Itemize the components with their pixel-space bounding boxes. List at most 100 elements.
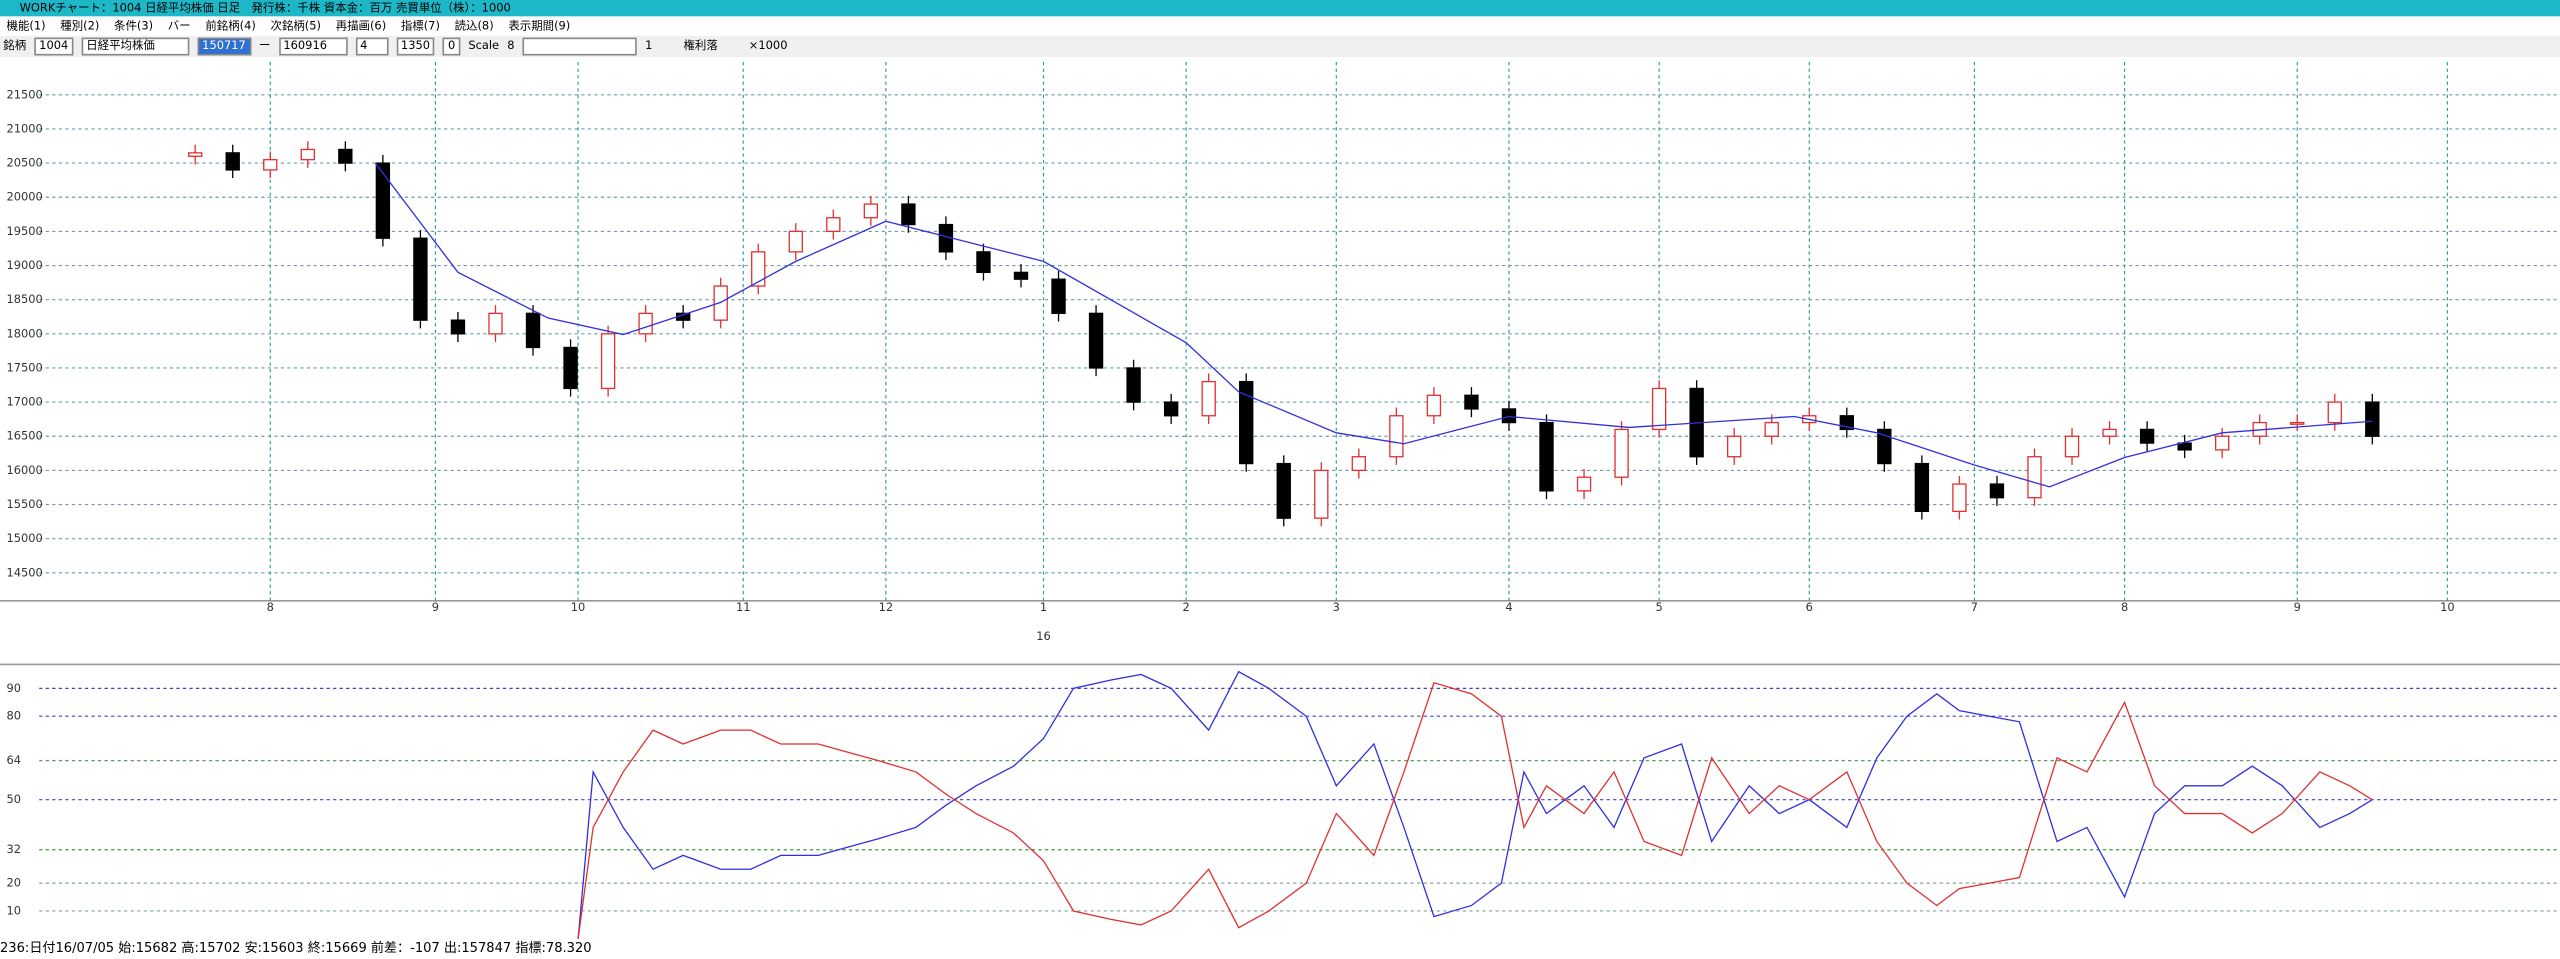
x-tick-label: 6 [1806,600,1813,614]
y-tick-label: 17500 [7,360,43,374]
candle-body [1314,469,1329,519]
x-tick-label: 1 [1040,600,1047,614]
y-tick-label: 50 [7,792,22,806]
candle-body [713,285,728,321]
indicator-line [577,681,2373,939]
x-tick-label: 7 [1971,600,1978,614]
label: 銘柄 [3,39,27,53]
candle-body [300,148,315,161]
scale-checkbox[interactable]: Scale [468,39,500,53]
field[interactable]: 0 [443,37,461,56]
y-tick-label: 15000 [7,531,43,545]
candle-body [1201,380,1216,417]
candle-body [2139,428,2155,444]
x-tick-label: 12 [879,600,894,614]
candle-body [1351,456,1367,472]
x-tick-label: 4 [1505,600,1512,614]
y-tick-label: 64 [7,753,22,767]
x-tick-label: 11 [736,600,751,614]
y-tick-label: 32 [7,842,22,856]
candle-body [1126,367,1141,403]
field[interactable]: 8 [507,39,515,53]
candle-body [1276,462,1291,519]
candle-body [1727,435,1742,458]
y-tick-label: 21000 [7,121,43,135]
menu-item[interactable]: 機能(1) [6,19,46,33]
x-tick-label: 9 [432,600,439,614]
x-tick-label: 9 [2294,600,2301,614]
candle-body [863,203,879,219]
candle-body [188,152,203,157]
y-tick-label: 21500 [7,87,43,101]
candle-body [2290,421,2305,425]
candle-body [2327,401,2342,424]
y-tick-label: 16000 [7,463,43,477]
menu-item[interactable]: 前銘柄(4) [205,19,256,33]
menu-item[interactable]: 指標(7) [400,19,440,33]
rights-checkbox[interactable]: 権利落 [683,39,718,53]
field[interactable]: 4 [355,37,388,56]
candle-body [826,217,841,233]
candle-body [788,230,803,253]
to-field[interactable]: 160916 [278,37,348,56]
candle-body [600,333,616,390]
y-tick-label: 19500 [7,224,43,238]
y-tick-label: 20500 [7,156,43,170]
candle-body [338,148,353,164]
candle-body [2064,435,2080,458]
candle-body [488,312,503,335]
menu-item[interactable]: 読込(8) [454,19,494,33]
y-tick-label: 20 [7,876,22,890]
candle-body [1614,428,1629,478]
y-tick-label: 20000 [7,190,43,204]
menu-item[interactable]: 種別(2) [60,19,100,33]
candle-body [1464,394,1479,410]
y-tick-label: 14500 [7,565,43,579]
name-field[interactable]: 日経平均株価 [81,37,190,56]
candle-body [901,203,916,226]
title-bar: WORKチャート：1004 日経平均株価 日足 発行株：千株 資本金：百万 売買… [0,0,2560,17]
candle-body [1051,278,1066,314]
y-tick-label: 17000 [7,395,43,409]
candle-body [563,346,578,390]
x-tick-label: 10 [571,600,586,614]
x-tick-label: 3 [1333,600,1340,614]
candle-body [225,152,240,171]
scrollbar[interactable] [522,37,638,56]
candle-body [1764,421,1779,437]
candle-body [1088,312,1104,369]
candle-body [751,251,766,287]
field: 1 [645,39,653,53]
code-field[interactable]: 1004 [34,37,74,56]
candle-body [1239,380,1254,465]
status-bar: 236:日付16/07/05 始:15682 高:15702 安:15603 終… [0,940,592,956]
y-tick-label: 18500 [7,292,43,306]
candle-body [2027,456,2042,499]
candle-body [976,251,991,274]
candle-body [263,159,278,171]
x1000-checkbox[interactable]: ×1000 [748,39,788,53]
menu-item[interactable]: 次銘柄(5) [270,19,321,33]
candle-body [638,312,653,335]
menu-item[interactable]: 再描画(6) [335,19,387,33]
y-tick-label: 19000 [7,258,43,272]
from-field[interactable]: 150717 [197,37,251,56]
menu-item[interactable]: 条件(3) [114,19,154,33]
menu-item[interactable]: バー [167,19,191,33]
y-tick-label: 16500 [7,429,43,443]
x-tick-label: 10 [2440,600,2455,614]
field[interactable]: 1350 [396,37,435,56]
menu-item[interactable]: 表示期間(9) [508,19,571,33]
year-label: 16 [1036,629,1051,643]
y-tick-label: 10 [7,903,22,917]
candle-body [1952,483,1967,513]
candle-body [2214,435,2230,451]
candle-body [2365,401,2380,437]
candle-body [1013,271,1029,280]
candle-body [1163,401,1179,417]
menu-bar: 機能(1) 種別(2) 条件(3) バー 前銘柄(4) 次銘柄(5) 再描画(6) 指標(7)… [0,18,571,36]
y-tick-label: 15500 [7,497,43,511]
candle-body [1914,462,1930,513]
candle-body [1539,421,1554,492]
